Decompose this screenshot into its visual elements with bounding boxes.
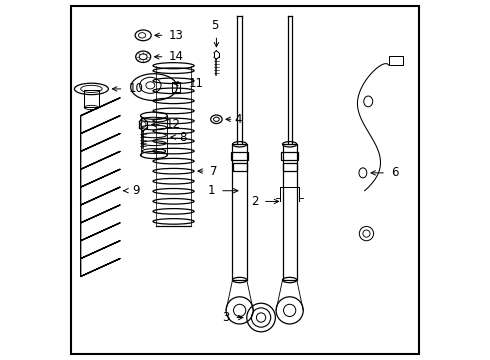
Text: 3: 3 <box>222 311 230 324</box>
Text: 5: 5 <box>211 19 219 32</box>
Bar <box>283 144 297 280</box>
Text: 10: 10 <box>128 82 143 95</box>
Text: 8: 8 <box>179 131 186 144</box>
Text: 7: 7 <box>210 165 218 177</box>
Bar <box>281 152 298 160</box>
Bar <box>232 144 247 280</box>
Text: 13: 13 <box>169 29 184 42</box>
Text: 2: 2 <box>251 195 258 208</box>
Bar <box>84 90 98 108</box>
Bar <box>231 152 248 160</box>
Text: 1: 1 <box>208 184 215 197</box>
Text: 14: 14 <box>169 50 184 63</box>
Text: 4: 4 <box>234 113 242 126</box>
Bar <box>233 163 246 171</box>
Text: 6: 6 <box>391 166 398 179</box>
Text: 11: 11 <box>189 77 203 90</box>
Bar <box>389 56 403 65</box>
Bar <box>172 82 180 93</box>
Bar <box>283 163 296 171</box>
Text: 9: 9 <box>132 184 139 197</box>
Text: 12: 12 <box>166 118 181 131</box>
